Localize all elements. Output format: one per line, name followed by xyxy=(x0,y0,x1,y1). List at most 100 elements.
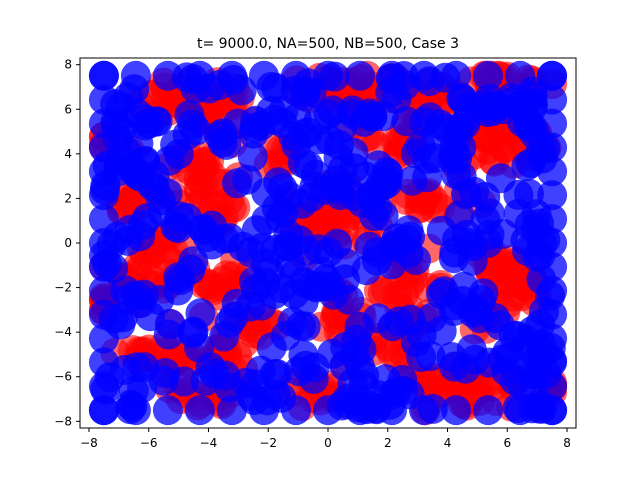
x-tick-label: −8 xyxy=(80,436,98,450)
y-tick-label: 6 xyxy=(64,102,72,116)
particle-b-point xyxy=(317,338,348,369)
particle-b-point xyxy=(267,173,298,204)
y-axis: −8 −6 −4 −2 0 2 4 6 8 xyxy=(54,58,80,428)
particle-b-point xyxy=(230,367,261,398)
particle-b-point xyxy=(441,395,472,426)
particle-b-point xyxy=(393,237,424,268)
particle-b-point xyxy=(152,395,183,426)
particle-b-point xyxy=(400,327,431,358)
particle-b-point xyxy=(88,275,119,306)
particle-b-point xyxy=(488,218,519,249)
particle-b-point xyxy=(417,393,448,424)
particle-b-point xyxy=(250,267,281,298)
y-tick-label: 0 xyxy=(64,236,72,250)
particle-b-point xyxy=(393,215,424,246)
particle-b-point xyxy=(240,105,271,136)
particle-b-point xyxy=(171,62,202,93)
particle-b-point xyxy=(98,253,129,284)
particle-b-point xyxy=(339,340,370,370)
particle-b-point xyxy=(129,352,160,383)
particle-b-point xyxy=(394,379,425,410)
particle-b-point xyxy=(526,264,557,295)
particle-b-point xyxy=(290,311,321,342)
particle-b-point xyxy=(319,61,350,92)
particle-b-point xyxy=(209,223,239,254)
particle-b-point xyxy=(122,98,153,129)
particle-b-point xyxy=(318,279,349,310)
particle-b-point xyxy=(426,316,457,346)
particle-b-point xyxy=(218,64,249,95)
particle-b-point xyxy=(325,170,356,201)
x-tick-label: 8 xyxy=(563,436,571,450)
particle-b-point xyxy=(125,221,156,252)
particle-b-point xyxy=(251,204,282,235)
particle-b-point xyxy=(147,196,178,227)
particle-b-point xyxy=(514,210,545,240)
y-tick-label: −6 xyxy=(54,370,72,384)
points-layer xyxy=(88,60,568,426)
particle-b-point xyxy=(439,237,470,268)
y-tick-label: −4 xyxy=(54,325,72,339)
particle-a-point xyxy=(198,275,229,306)
particle-b-point xyxy=(357,101,388,132)
particle-a-point xyxy=(220,192,251,223)
x-tick-label: −4 xyxy=(200,436,218,450)
y-tick-label: 8 xyxy=(64,58,72,72)
chart-title: t= 9000.0, NA=500, NB=500, Case 3 xyxy=(197,36,459,52)
particle-b-point xyxy=(345,60,375,91)
particle-b-point xyxy=(511,151,542,182)
particle-b-point xyxy=(507,107,538,137)
particle-b-point xyxy=(361,245,392,276)
particle-b-point xyxy=(342,384,373,415)
particle-b-point xyxy=(460,294,491,325)
particle-b-point xyxy=(397,165,428,196)
particle-b-point xyxy=(90,170,121,201)
particle-b-point xyxy=(304,124,335,155)
particle-b-point xyxy=(247,232,278,263)
particle-b-point xyxy=(473,395,504,426)
y-tick-label: 4 xyxy=(64,147,72,161)
particle-b-point xyxy=(383,306,414,337)
particle-b-point xyxy=(172,119,203,150)
particle-b-point xyxy=(512,235,543,266)
particle-b-point xyxy=(446,161,477,192)
x-tick-label: 0 xyxy=(324,436,332,450)
particle-b-point xyxy=(278,121,309,152)
particle-b-point xyxy=(115,389,146,420)
y-tick-label: −8 xyxy=(54,414,72,428)
x-tick-label: −2 xyxy=(259,436,277,450)
particle-b-point xyxy=(474,347,505,378)
particle-b-point xyxy=(88,60,119,91)
particle-b-point xyxy=(391,106,422,137)
particle-b-point xyxy=(472,97,503,127)
particle-b-point xyxy=(298,363,329,394)
particle-b-point xyxy=(222,168,252,199)
particle-b-point xyxy=(112,284,143,315)
y-tick-label: 2 xyxy=(64,191,72,205)
particle-b-point xyxy=(111,136,142,167)
particle-b-point xyxy=(177,318,208,349)
particle-b-point xyxy=(184,395,215,426)
particle-b-point xyxy=(195,352,226,383)
x-tick-label: 6 xyxy=(503,436,511,450)
particle-b-point xyxy=(296,182,327,213)
particle-b-point xyxy=(136,169,167,200)
x-tick-label: 2 xyxy=(384,436,392,450)
x-axis: −8 −6 −4 −2 0 2 4 6 8 xyxy=(80,428,571,450)
particle-b-point xyxy=(221,288,252,319)
particle-b-point xyxy=(154,145,185,176)
particle-b-point xyxy=(102,221,133,252)
particle-b-point xyxy=(436,342,467,372)
particle-b-point xyxy=(207,118,238,149)
particle-b-point xyxy=(317,95,348,126)
x-tick-label: 4 xyxy=(444,436,452,450)
particle-b-point xyxy=(289,81,320,112)
particle-b-point xyxy=(414,66,445,97)
particle-b-point xyxy=(237,141,268,172)
particle-b-point xyxy=(365,170,396,201)
particle-b-point xyxy=(498,320,529,351)
particle-b-point xyxy=(473,60,504,91)
particle-b-point xyxy=(535,332,566,363)
